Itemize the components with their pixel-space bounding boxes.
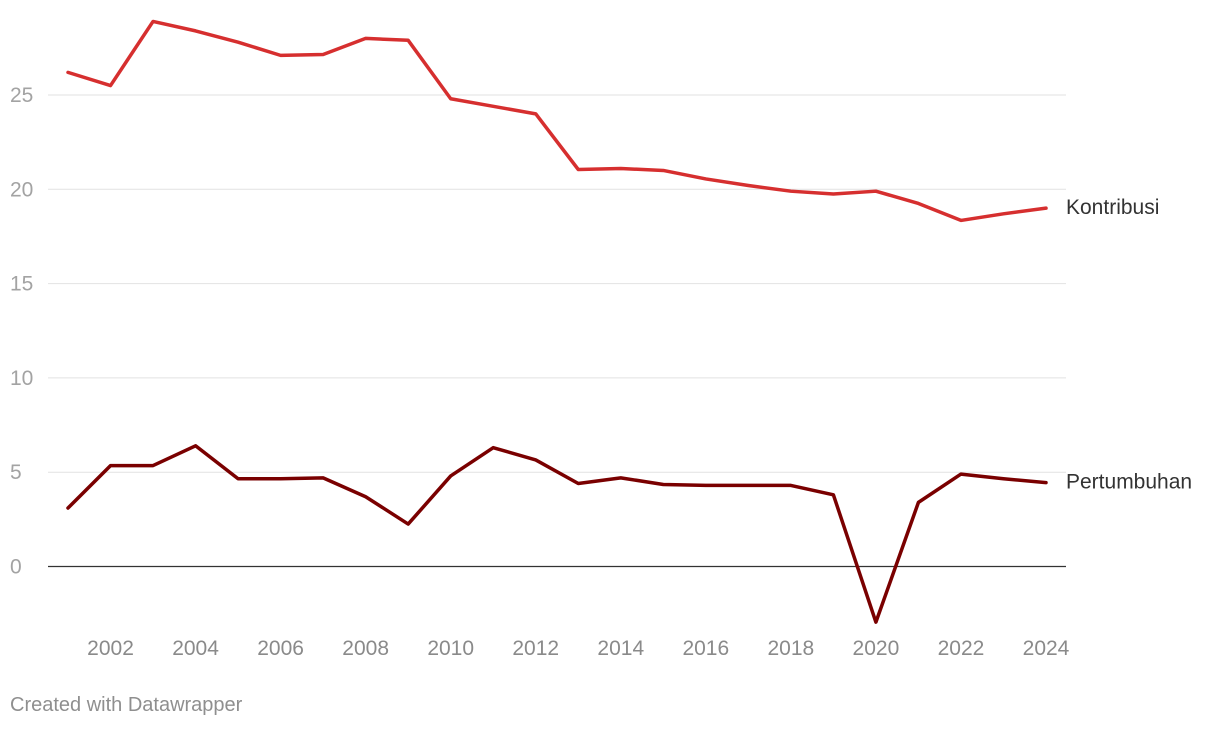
x-tick-label: 2020 <box>853 637 900 660</box>
x-tick-label: 2016 <box>682 637 729 660</box>
x-tick-label: 2022 <box>938 637 985 660</box>
x-axis-labels: 2002 2004 2006 2008 2010 2012 2014 2016 2018 2020… <box>87 637 1070 660</box>
gridlines <box>48 94 1066 568</box>
y-axis-labels: 0 5 10 15 20 25 <box>10 84 33 579</box>
x-tick-label: 2024 <box>1023 637 1070 660</box>
y-tick-label: 25 <box>10 84 33 107</box>
x-tick-label: 2018 <box>768 637 815 660</box>
series-label-kontribusi: Kontribusi <box>1066 196 1159 219</box>
datawrapper-credit: Created with Datawrapper <box>10 694 243 716</box>
x-tick-label: 2014 <box>597 637 644 660</box>
series-label-pertumbuhan: Pertumbuhan <box>1066 471 1192 494</box>
x-tick-label: 2012 <box>512 637 559 660</box>
x-tick-label: 2008 <box>342 637 389 660</box>
y-tick-label: 15 <box>10 273 33 296</box>
x-tick-label: 2010 <box>427 637 474 660</box>
series-labels: Kontribusi Pertumbuhan <box>1066 196 1192 493</box>
y-tick-label: 0 <box>10 556 22 579</box>
x-tick-label: 2006 <box>257 637 304 660</box>
series-line-pertumbuhan <box>66 444 1048 624</box>
x-tick-label: 2002 <box>87 637 134 660</box>
y-tick-label: 10 <box>10 367 33 390</box>
series-line-kontribusi <box>66 19 1048 223</box>
y-tick-label: 20 <box>10 178 33 201</box>
series-lines <box>66 19 1048 624</box>
y-tick-label: 5 <box>10 461 22 484</box>
x-tick-label: 2004 <box>172 637 219 660</box>
